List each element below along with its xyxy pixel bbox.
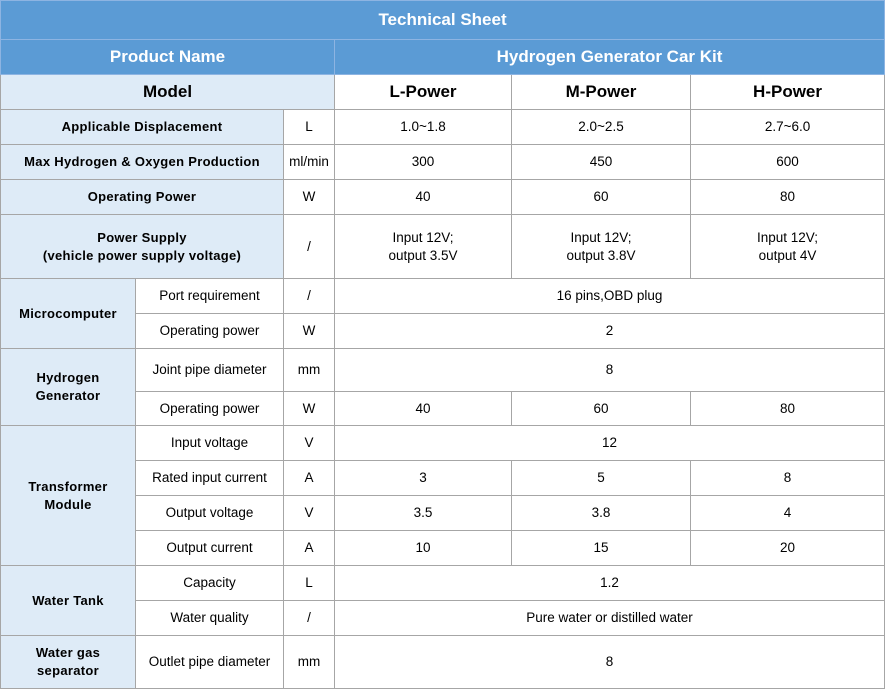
value: Pure water or distilled water <box>333 600 886 636</box>
item-label: Output voltage <box>135 495 284 531</box>
item-label: Input voltage <box>135 425 284 461</box>
model-variant: L-Power <box>334 74 512 110</box>
value: 4 <box>689 495 886 531</box>
group-label: Microcomputer <box>0 278 136 349</box>
unit: / <box>283 214 335 279</box>
product-row: Product Name Hydrogen Generator Car Kit <box>0 39 886 75</box>
spec-row: Power Supply (vehicle power supply volta… <box>0 214 886 279</box>
product-label: Product Name <box>0 39 335 75</box>
value: Input 12V; output 4V <box>689 214 886 279</box>
value: Input 12V; output 3.5V <box>334 214 512 279</box>
item-label: Water quality <box>135 600 284 636</box>
unit: L <box>283 565 335 601</box>
unit: L <box>283 109 335 145</box>
unit: W <box>283 313 335 349</box>
spec-row: Water quality / Pure water or distilled wa… <box>1 600 886 636</box>
spec-row: Microcomputer Port requirement/16 pins,OB… <box>0 278 886 349</box>
item-label: Output current <box>135 530 284 566</box>
value: 5 <box>511 460 691 496</box>
unit: V <box>283 495 335 531</box>
row-label: Applicable Displacement <box>0 109 284 145</box>
item-label: Outlet pipe diameter <box>135 635 284 689</box>
unit: W <box>283 179 335 215</box>
unit: V <box>283 425 335 461</box>
group-label: Water gas separator <box>0 635 136 689</box>
sheet-title: Technical Sheet <box>0 0 886 40</box>
unit: A <box>283 460 335 496</box>
row-label: Power Supply (vehicle power supply volta… <box>0 214 284 279</box>
value: 3.5 <box>334 495 512 531</box>
value: 40 <box>334 391 512 426</box>
row-label: Operating Power <box>0 179 284 215</box>
spec-row: Applicable Displacement L 1.0~1.8 2.0~2.5 2.… <box>0 109 886 145</box>
value: 1.0~1.8 <box>334 109 512 145</box>
unit: ml/min <box>283 144 335 180</box>
value: 40 <box>334 179 512 215</box>
item-label: Rated input current <box>135 460 284 496</box>
spec-row: Transformer Module Input voltage V 12 <box>0 425 886 566</box>
unit: mm <box>283 635 335 689</box>
model-variant: M-Power <box>511 74 691 110</box>
unit: mm <box>283 348 335 392</box>
model-row: Model L-Power M-Power H-Power <box>0 74 886 110</box>
unit: A <box>283 530 335 566</box>
value: 12 <box>333 425 886 461</box>
unit: / <box>283 278 335 314</box>
value: 1.2 <box>333 565 886 601</box>
spec-row: Water gas separator Outlet pipe diameter m… <box>0 635 886 689</box>
value: 2.0~2.5 <box>511 109 691 145</box>
item-label: Operating power <box>135 391 284 426</box>
value: 10 <box>334 530 512 566</box>
value: 600 <box>689 144 886 180</box>
value: 15 <box>511 530 691 566</box>
spec-row: Output current A 10 15 20 <box>1 530 886 566</box>
value: 2 <box>333 313 886 349</box>
item-label: Joint pipe diameter <box>135 348 284 392</box>
value: 80 <box>689 179 886 215</box>
value: 450 <box>511 144 691 180</box>
group-label: Hydrogen Generator <box>0 348 136 426</box>
value: 8 <box>333 635 886 689</box>
value: 3.8 <box>511 495 691 531</box>
value: 300 <box>334 144 512 180</box>
spec-row: Operating Power W 40 60 80 <box>0 179 886 215</box>
item-label: Port requirement <box>135 278 284 314</box>
spec-row: Hydrogen Generator Joint pipe diameter mm 8 <box>0 348 886 426</box>
spec-row: Max Hydrogen & Oxygen Production ml/min 30… <box>0 144 886 180</box>
value: 60 <box>511 391 691 426</box>
value: Input 12V; output 3.8V <box>511 214 691 279</box>
item-label: Operating power <box>135 313 284 349</box>
value: 60 <box>511 179 691 215</box>
value: 20 <box>689 530 886 566</box>
value: 8 <box>333 348 886 392</box>
value: 3 <box>334 460 512 496</box>
group-label: Water Tank <box>0 565 136 636</box>
title-row: Technical Sheet <box>0 0 886 40</box>
product-value: Hydrogen Generator Car Kit <box>333 39 886 75</box>
model-variant: H-Power <box>689 74 886 110</box>
group-label: Transformer Module <box>0 425 136 566</box>
row-label: Max Hydrogen & Oxygen Production <box>0 144 284 180</box>
value: 8 <box>689 460 886 496</box>
spec-row: Water Tank Capacity L 1.2 <box>0 565 886 636</box>
model-label: Model <box>0 74 335 110</box>
spec-row: Operating power W 2 <box>1 313 886 349</box>
value: 2.7~6.0 <box>689 109 886 145</box>
value: 16 pins,OBD plug <box>333 278 886 314</box>
value: 80 <box>689 391 886 426</box>
item-label: Capacity <box>135 565 284 601</box>
unit: W <box>283 391 335 426</box>
unit: / <box>283 600 335 636</box>
